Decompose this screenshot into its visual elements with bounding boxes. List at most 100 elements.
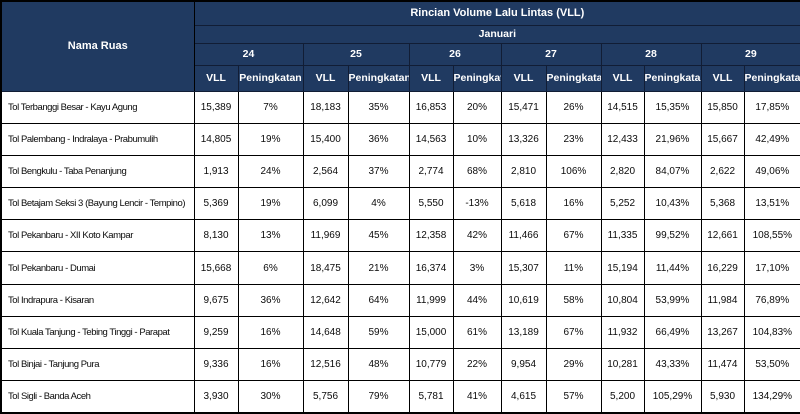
vll-value-cell: 11,984 <box>700 283 745 317</box>
vll-value-cell: 12,661 <box>700 219 745 253</box>
vll-value-cell: 12,642 <box>302 283 349 317</box>
vll-value-cell: 15,850 <box>700 90 745 124</box>
date-column-header-28: 28 <box>600 42 702 66</box>
peningkatan-value-cell: 105,29% <box>643 380 702 414</box>
vll-value-cell: 16,374 <box>408 251 454 285</box>
peningkatan-value-cell: 57% <box>545 380 602 414</box>
road-name-cell: Tol Pekanbaru - XII Koto Kampar <box>0 219 195 253</box>
peningkatan-value-cell: 44% <box>452 283 502 317</box>
peningkatan-value-cell: 106% <box>545 154 602 189</box>
peningkatan-value-cell: 58% <box>545 283 602 317</box>
peningkatan-subheader: Peningkatan <box>347 64 410 92</box>
vll-value-cell: 3,930 <box>193 380 239 414</box>
peningkatan-value-cell: 23% <box>545 122 602 156</box>
peningkatan-value-cell: 4% <box>347 187 410 221</box>
vll-value-cell: 15,389 <box>193 90 239 124</box>
peningkatan-value-cell: 134,29% <box>743 380 800 414</box>
table-row: Tol Betajam Seksi 3 (Bayung Lencir - Tem… <box>0 187 800 221</box>
vll-value-cell: 14,805 <box>193 122 239 156</box>
vll-value-cell: 2,622 <box>700 154 745 189</box>
table-row: Tol Bengkulu - Taba Penanjung 1,913 24% 2,5… <box>0 154 800 189</box>
peningkatan-value-cell: 11% <box>545 251 602 285</box>
peningkatan-value-cell: 43,33% <box>643 347 702 382</box>
vll-subheader: VLL <box>700 64 745 92</box>
vll-value-cell: 14,515 <box>600 90 645 124</box>
vll-value-cell: 10,779 <box>408 347 454 382</box>
vll-value-cell: 2,820 <box>600 154 645 189</box>
vll-value-cell: 11,999 <box>408 283 454 317</box>
peningkatan-value-cell: 6% <box>237 251 304 285</box>
month-header-januari: Januari <box>193 24 800 44</box>
vll-value-cell: 5,252 <box>600 187 645 221</box>
table-row: Tol Palembang - Indralaya - Prabumulih 14… <box>0 122 800 156</box>
road-name-cell: Tol Indrapura - Kisaran <box>0 283 195 317</box>
vll-value-cell: 15,471 <box>500 90 547 124</box>
table-body: Tol Terbanggi Besar - Kayu Agung 15,389 7%… <box>0 90 800 414</box>
vll-value-cell: 5,550 <box>408 187 454 221</box>
vll-value-cell: 13,267 <box>700 315 745 350</box>
road-name-cell: Tol Pekanbaru - Dumai <box>0 251 195 285</box>
peningkatan-value-cell: 49,06% <box>743 154 800 189</box>
vll-value-cell: 10,804 <box>600 283 645 317</box>
vll-value-cell: 2,774 <box>408 154 454 189</box>
peningkatan-value-cell: 16% <box>545 187 602 221</box>
vll-value-cell: 5,200 <box>600 380 645 414</box>
peningkatan-value-cell: 48% <box>347 347 410 382</box>
peningkatan-value-cell: 36% <box>237 283 304 317</box>
peningkatan-value-cell: 41% <box>452 380 502 414</box>
vll-value-cell: 5,618 <box>500 187 547 221</box>
peningkatan-value-cell: 68% <box>452 154 502 189</box>
table-row: Tol Binjai - Tanjung Pura 9,336 16% 12,516 4… <box>0 347 800 382</box>
peningkatan-value-cell: 108,55% <box>743 219 800 253</box>
road-name-cell: Tol Palembang - Indralaya - Prabumulih <box>0 122 195 156</box>
road-name-cell: Tol Binjai - Tanjung Pura <box>0 347 195 382</box>
vll-value-cell: 11,969 <box>302 219 349 253</box>
peningkatan-value-cell: 104,83% <box>743 315 800 350</box>
peningkatan-value-cell: 11,44% <box>643 251 702 285</box>
vll-value-cell: 11,466 <box>500 219 547 253</box>
vll-value-cell: 1,913 <box>193 154 239 189</box>
table-title: Rincian Volume Lalu Lintas (VLL) <box>193 0 800 26</box>
table-row: Tol Pekanbaru - Dumai 15,668 6% 18,475 21% 16… <box>0 251 800 285</box>
peningkatan-value-cell: 30% <box>237 380 304 414</box>
vll-subheader: VLL <box>500 64 547 92</box>
road-name-cell: Tol Terbanggi Besar - Kayu Agung <box>0 90 195 124</box>
vll-value-cell: 11,474 <box>700 347 745 382</box>
peningkatan-value-cell: 84,07% <box>643 154 702 189</box>
vll-value-cell: 5,930 <box>700 380 745 414</box>
date-column-header-26: 26 <box>408 42 502 66</box>
peningkatan-value-cell: 26% <box>545 90 602 124</box>
date-column-header-29: 29 <box>700 42 800 66</box>
vll-value-cell: 9,259 <box>193 315 239 350</box>
vll-subheader: VLL <box>302 64 349 92</box>
vll-value-cell: 9,675 <box>193 283 239 317</box>
peningkatan-value-cell: 61% <box>452 315 502 350</box>
table-header: Nama Ruas Rincian Volume Lalu Lintas (VL… <box>0 0 800 92</box>
peningkatan-value-cell: 79% <box>347 380 410 414</box>
vll-value-cell: 13,189 <box>500 315 547 350</box>
vll-value-cell: 6,099 <box>302 187 349 221</box>
vll-value-cell: 15,400 <box>302 122 349 156</box>
vll-subheader: VLL <box>193 64 239 92</box>
peningkatan-value-cell: 21,96% <box>643 122 702 156</box>
vll-value-cell: 5,369 <box>193 187 239 221</box>
peningkatan-value-cell: -13% <box>452 187 502 221</box>
peningkatan-subheader: Peningkatan <box>545 64 602 92</box>
table-row: Tol Terbanggi Besar - Kayu Agung 15,389 7%… <box>0 90 800 124</box>
vll-value-cell: 11,335 <box>600 219 645 253</box>
vll-value-cell: 14,563 <box>408 122 454 156</box>
road-name-cell: Tol Betajam Seksi 3 (Bayung Lencir - Tem… <box>0 187 195 221</box>
peningkatan-subheader: Peningkatan <box>237 64 304 92</box>
vll-value-cell: 13,326 <box>500 122 547 156</box>
vll-value-cell: 15,667 <box>700 122 745 156</box>
peningkatan-value-cell: 53,50% <box>743 347 800 382</box>
peningkatan-value-cell: 42,49% <box>743 122 800 156</box>
peningkatan-value-cell: 99,52% <box>643 219 702 253</box>
peningkatan-value-cell: 24% <box>237 154 304 189</box>
vll-value-cell: 9,954 <box>500 347 547 382</box>
peningkatan-value-cell: 59% <box>347 315 410 350</box>
table-row: Tol Sigli - Banda Aceh 3,930 30% 5,756 79% 5,… <box>0 380 800 414</box>
peningkatan-value-cell: 36% <box>347 122 410 156</box>
vll-value-cell: 15,000 <box>408 315 454 350</box>
vll-subheader: VLL <box>600 64 645 92</box>
